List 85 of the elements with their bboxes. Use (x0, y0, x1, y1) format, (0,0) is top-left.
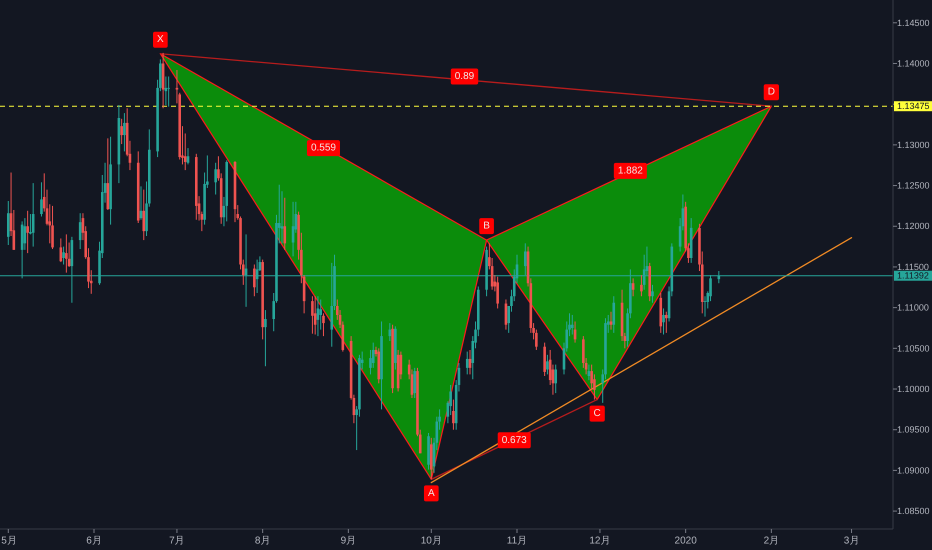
annotation: D (764, 84, 779, 100)
candlestick (632, 278, 634, 297)
candlestick (253, 264, 256, 297)
candlestick (651, 284, 654, 304)
x-tick-label: 7月 (169, 536, 185, 546)
candlestick (311, 296, 314, 334)
annotation: 0.559 (306, 140, 340, 156)
candlestick (140, 186, 142, 220)
annotation: 0.89 (450, 68, 478, 84)
candlestick (704, 296, 706, 318)
x-tick-label: 2月 (764, 536, 780, 546)
candlestick (388, 322, 392, 342)
candlestick (504, 298, 508, 330)
annotation: X (157, 34, 164, 46)
y-tick-label: 1.14500 (897, 18, 930, 28)
x-tick-label: 5月 (1, 536, 17, 546)
candlestick (51, 205, 54, 250)
annotation: 0.673 (498, 432, 531, 448)
annotation: D (768, 86, 775, 98)
candlestick (570, 314, 574, 335)
candlestick (612, 296, 616, 334)
annotation: 0.673 (502, 434, 528, 446)
annotation: A (428, 488, 435, 499)
candlestick (468, 349, 472, 375)
x-tick-label: 8月 (254, 536, 270, 546)
annotation: X (153, 32, 168, 48)
annotation: C (590, 406, 605, 422)
ref-line-label: 1.11392 (897, 270, 929, 281)
candlestick (452, 399, 455, 430)
candlestick (588, 364, 590, 381)
y-tick-label: 1.08500 (897, 506, 930, 516)
annotation: 1.882 (614, 162, 647, 179)
candlestick (554, 364, 558, 394)
candlestick (496, 276, 499, 309)
candlestick (6, 200, 10, 246)
candlestick (546, 354, 549, 375)
y-tick-label: 1.11500 (897, 262, 929, 272)
candlestick (662, 308, 665, 335)
candlestick (142, 189, 146, 241)
candlestick (610, 311, 612, 330)
candlestick (283, 197, 286, 250)
annotation: C (594, 408, 601, 420)
candlestick (466, 351, 469, 375)
candlestick (123, 112, 126, 152)
y-tick-label: 1.13000 (897, 140, 930, 150)
candlestick (186, 148, 190, 165)
y-tick-label: 1.10500 (897, 343, 930, 354)
x-tick-label: 2020 (674, 536, 698, 546)
x-tick-label: 11月 (506, 536, 528, 546)
y-tick-label: 1.12000 (897, 221, 930, 232)
y-tick-label: 1.11000 (897, 302, 929, 313)
x-tick-label: 12月 (589, 536, 611, 546)
y-tick-label: 1.09000 (897, 465, 930, 476)
x-tick-label: 6月 (86, 536, 102, 546)
y-tick-label: 1.12500 (897, 180, 930, 191)
y-tick-label: 1.10000 (897, 384, 930, 394)
candlestick (214, 162, 217, 196)
candlestick (292, 201, 294, 257)
y-tick-label: 1.09500 (897, 424, 930, 435)
candlestick (26, 210, 29, 254)
candlestick (316, 296, 320, 337)
candlestick (264, 310, 267, 367)
candlestick (574, 320, 576, 344)
x-tick-label: 3月 (844, 536, 860, 546)
candlestick (322, 312, 325, 337)
candlestick (24, 218, 26, 250)
annotation: B (479, 218, 494, 234)
candlestick (78, 212, 82, 250)
x-tick-label: 9月 (340, 536, 356, 546)
x-tick-label: 10月 (420, 536, 442, 546)
candlestick (60, 238, 62, 263)
candlestick (40, 182, 43, 217)
annotation: 0.559 (310, 142, 336, 154)
annotation: B (483, 220, 490, 232)
candlestick (62, 246, 65, 265)
ref-line-label: 1.13475 (897, 101, 930, 112)
annotation: 1.882 (618, 165, 644, 176)
candlestick (65, 234, 68, 274)
candlestick (314, 296, 316, 335)
candlestick (32, 182, 34, 248)
y-tick-label: 1.14000 (897, 58, 930, 68)
annotation: 0.89 (454, 71, 475, 82)
candlestick (640, 274, 643, 297)
candlestick (120, 118, 123, 145)
candlestick (413, 367, 416, 398)
